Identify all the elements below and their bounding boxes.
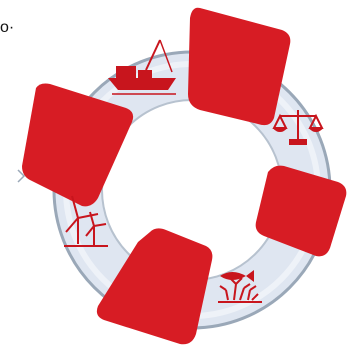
corner-text: o· (0, 19, 15, 36)
edge-mark (17, 169, 26, 183)
ring-band-left (22, 83, 134, 207)
wind-turbines-icon (64, 195, 108, 247)
ring-band-right (255, 165, 347, 257)
fishing-boat-icon (108, 39, 176, 95)
ring-band-top (188, 7, 291, 126)
scales-of-justice-icon (272, 110, 324, 145)
fish-coral-icon (218, 270, 262, 303)
ring-band-bottom (96, 228, 213, 345)
